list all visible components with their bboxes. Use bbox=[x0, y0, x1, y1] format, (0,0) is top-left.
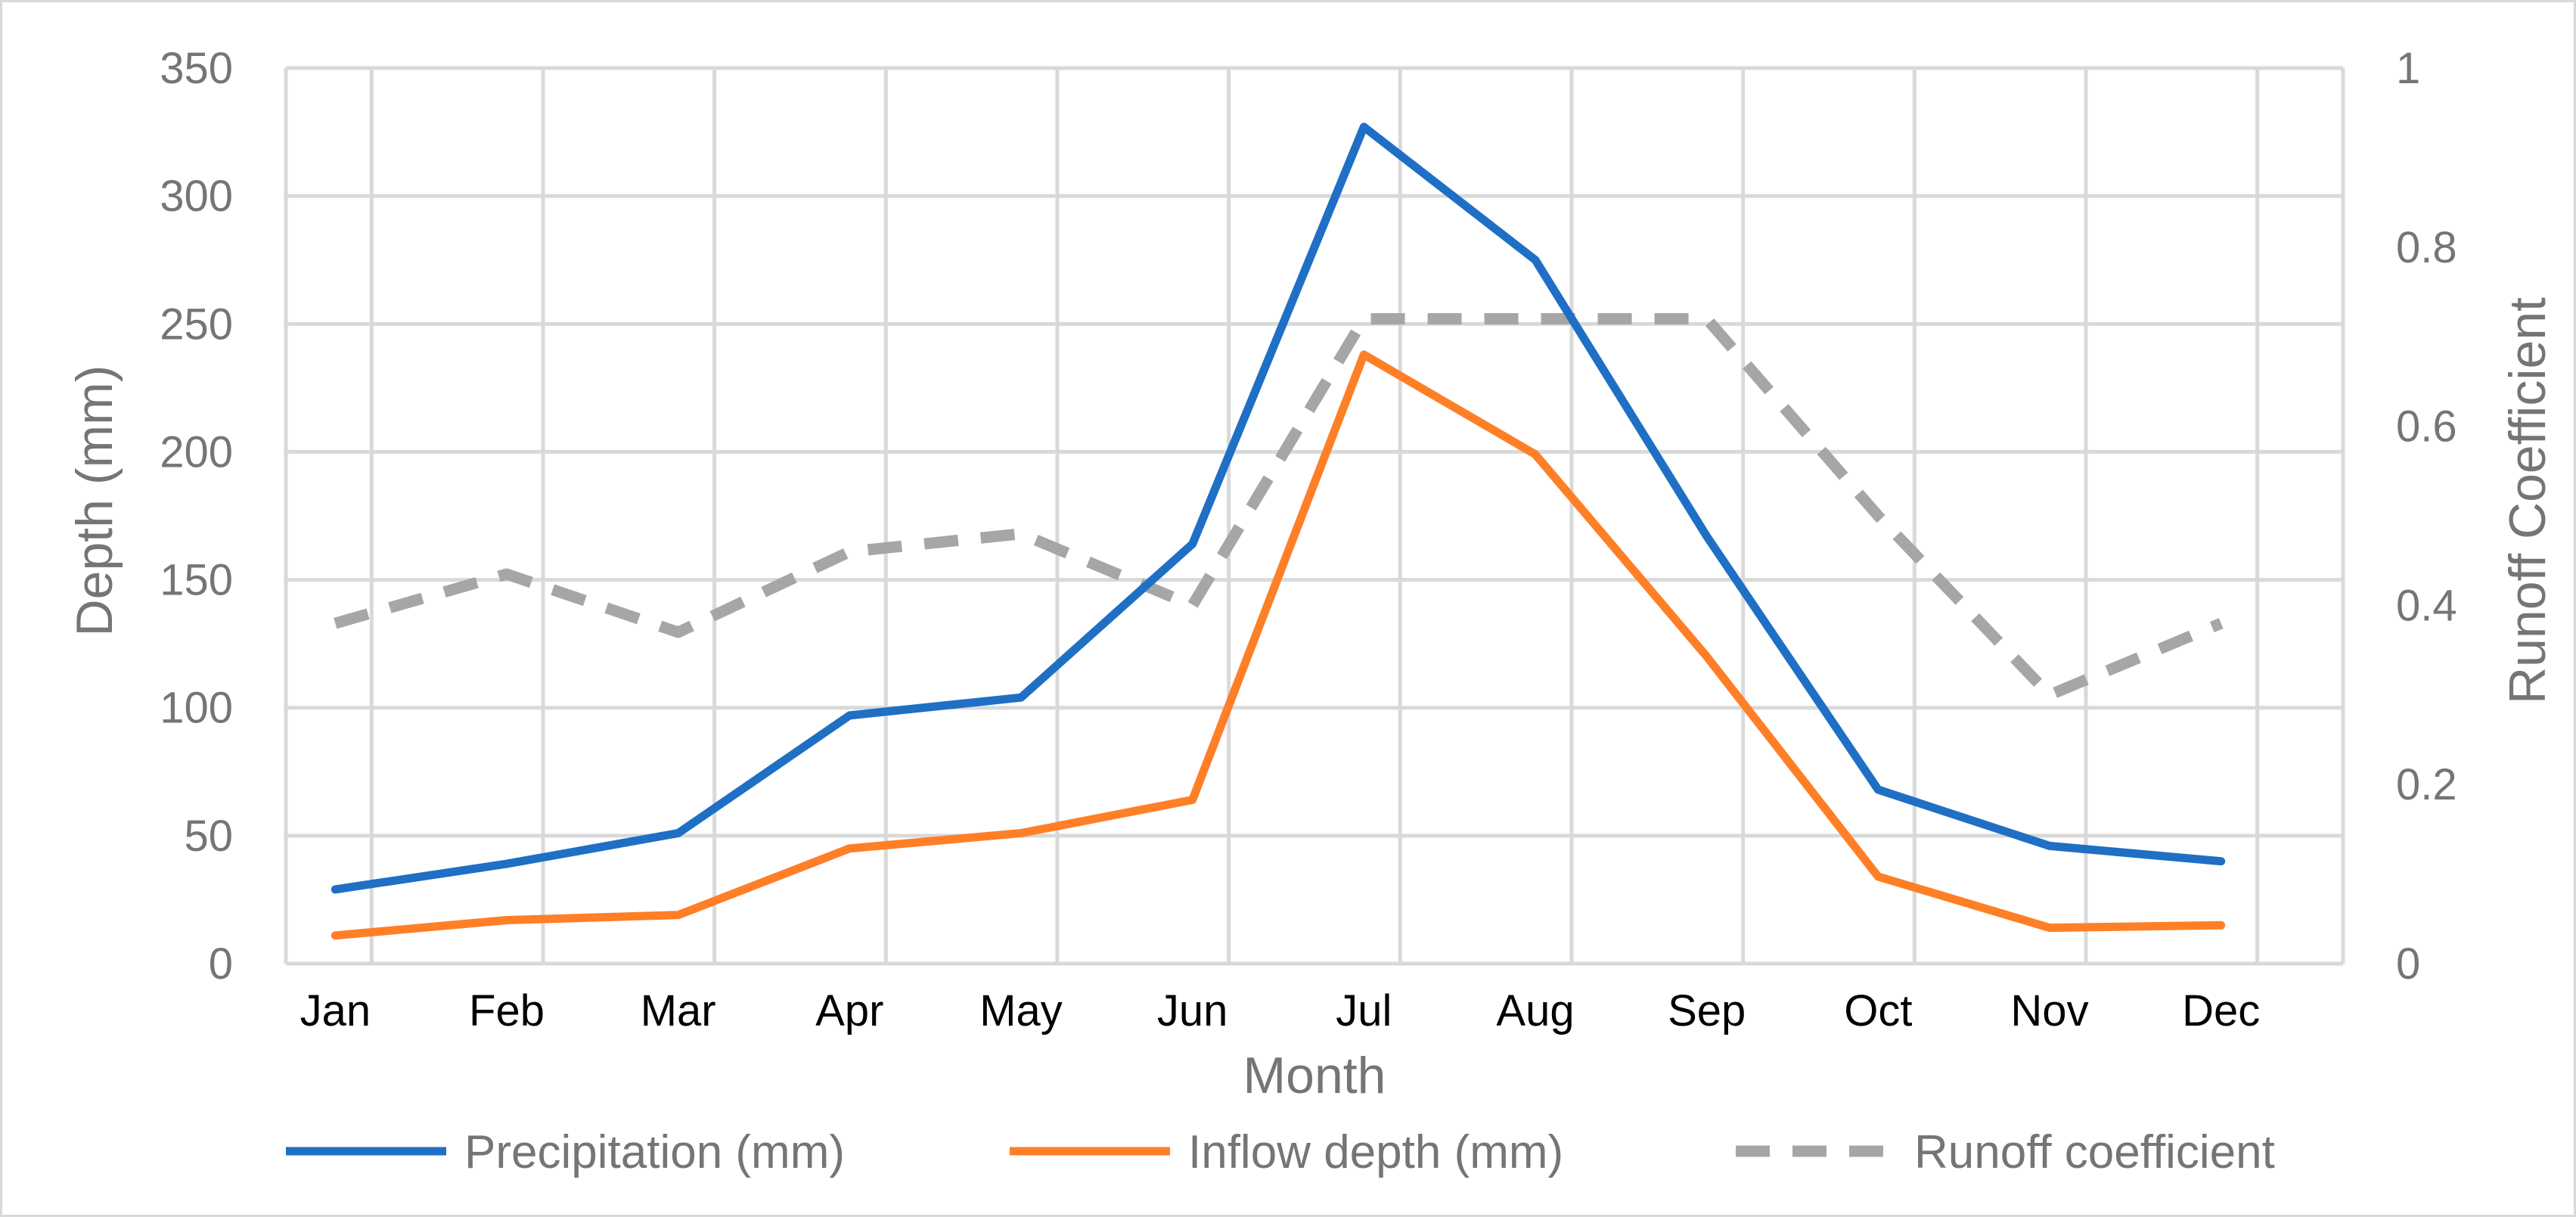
y-tick-label: 150 bbox=[160, 556, 233, 605]
gridlines bbox=[284, 66, 2345, 966]
y-tick-label: 100 bbox=[160, 684, 233, 733]
y-axis-title: Depth (mm) bbox=[66, 365, 123, 637]
x-tick-label: Jun bbox=[1157, 986, 1228, 1035]
legend: Precipitation (mm) Inflow depth (mm) Runof… bbox=[286, 1126, 2275, 1178]
series-lines bbox=[331, 123, 2226, 940]
series-line-runoff-coefficient bbox=[334, 313, 2224, 701]
series-line-precipitation-mm bbox=[331, 123, 2226, 894]
y-tick-label: 350 bbox=[160, 44, 233, 93]
legend-label: Inflow depth (mm) bbox=[1188, 1126, 1563, 1178]
category-axis-ticks: Jan Feb Mar Apr May Jun Jul Aug Sep Oct Nov Dec bbox=[300, 986, 2261, 1035]
right-axis-ticks: 0 0.2 0.4 0.6 0.8 1 bbox=[2396, 44, 2457, 989]
x-tick-label: May bbox=[979, 986, 1063, 1035]
x-tick-label: Jan bbox=[300, 986, 371, 1035]
y-tick-label: 250 bbox=[160, 300, 233, 349]
x-tick-label: Mar bbox=[641, 986, 716, 1035]
y2-tick-label: 0.2 bbox=[2396, 760, 2457, 809]
y-tick-label: 0 bbox=[209, 939, 233, 989]
left-axis-ticks: 0 50 100 150 200 250 300 350 bbox=[160, 44, 233, 989]
y2-tick-label: 0.8 bbox=[2396, 223, 2457, 272]
x-tick-label: Sep bbox=[1668, 986, 1746, 1035]
y2-tick-label: 0.4 bbox=[2396, 581, 2457, 630]
x-tick-label: Feb bbox=[469, 986, 545, 1035]
x-tick-label: Apr bbox=[815, 986, 883, 1035]
x-axis-title: Month bbox=[1243, 1047, 1386, 1104]
legend-label: Runoff coefficient bbox=[1914, 1126, 2275, 1178]
y2-tick-label: 1 bbox=[2396, 44, 2420, 93]
series-line-inflow-depth-mm bbox=[331, 350, 2226, 940]
x-tick-label: Jul bbox=[1336, 986, 1392, 1035]
y-tick-label: 200 bbox=[160, 427, 233, 477]
x-tick-label: Dec bbox=[2182, 986, 2260, 1035]
y-tick-label: 300 bbox=[160, 172, 233, 221]
y2-tick-label: 0 bbox=[2396, 939, 2420, 989]
y2-axis-title: Runoff Coefficient bbox=[2499, 297, 2556, 704]
y2-tick-label: 0.6 bbox=[2396, 402, 2457, 452]
x-tick-label: Nov bbox=[2010, 986, 2088, 1035]
x-tick-label: Aug bbox=[1496, 986, 1574, 1035]
y-tick-label: 50 bbox=[184, 812, 233, 861]
x-tick-label: Oct bbox=[1844, 986, 1912, 1035]
legend-label: Precipitation (mm) bbox=[464, 1126, 845, 1178]
